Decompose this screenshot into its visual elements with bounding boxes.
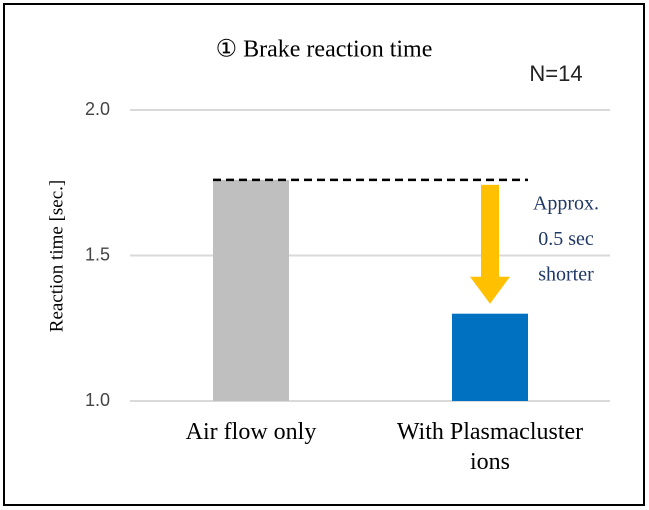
y-axis-label: Reaction time [sec.] <box>46 180 67 332</box>
y-tick-label: 2.0 <box>85 99 110 119</box>
y-tick-label: 1.0 <box>85 390 110 410</box>
bar <box>213 179 289 401</box>
frame <box>3 3 645 506</box>
annotation: Approx. <box>533 193 599 215</box>
arrow-head <box>470 276 510 304</box>
annotation: shorter <box>538 264 594 286</box>
x-tick-label: Air flow only <box>185 419 317 445</box>
sample-size: N=14 <box>529 61 582 86</box>
arrow-shaft <box>481 184 499 278</box>
bar <box>452 313 528 401</box>
y-tick-label: 1.5 <box>85 244 110 264</box>
x-tick-label: With Plasmacluster ions <box>396 419 584 475</box>
chart-title: ① Brake reaction time <box>216 37 433 63</box>
annotation: 0.5 sec <box>538 228 594 250</box>
